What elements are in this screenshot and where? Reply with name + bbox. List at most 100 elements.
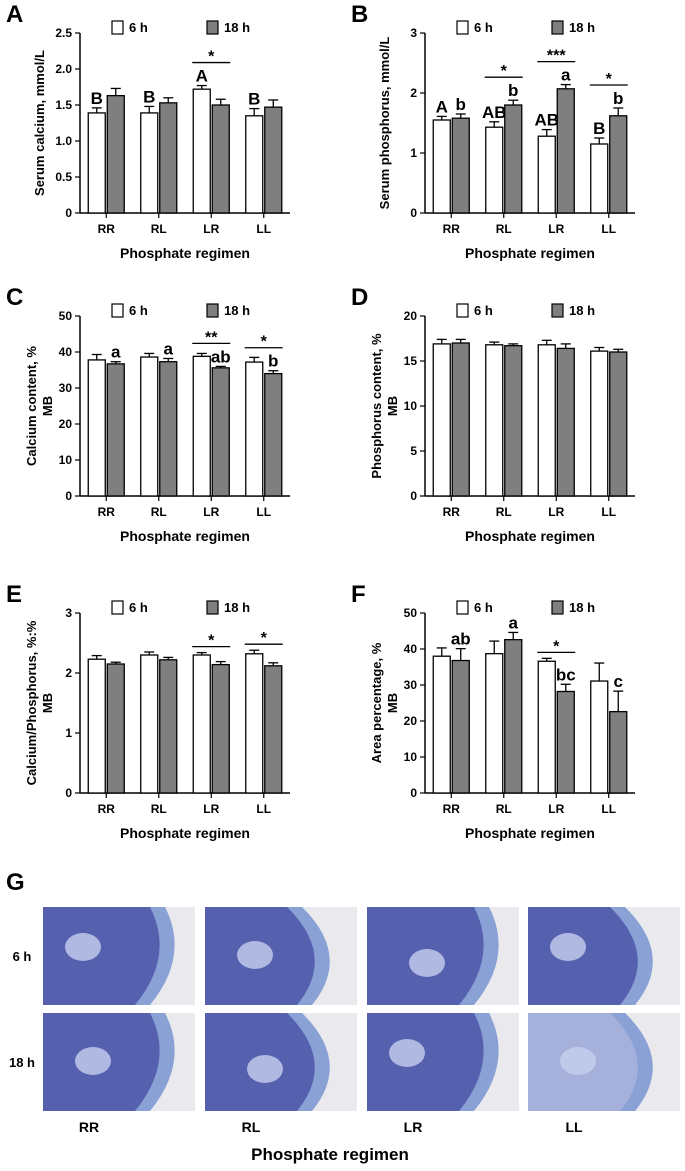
y-tick-label: 2 [410, 86, 417, 100]
legend-label: 18 h [569, 20, 595, 35]
bar [264, 665, 283, 794]
x-tick-label: RL [151, 802, 167, 816]
bar [87, 658, 106, 794]
legend-label: 18 h [569, 600, 595, 615]
y-axis-label: MB [385, 396, 400, 416]
row-label: 6 h [13, 949, 32, 964]
column-label: RR [79, 1119, 99, 1135]
micrograph-void [237, 941, 273, 969]
x-tick-label: LL [256, 802, 271, 816]
micrograph-void [65, 933, 101, 961]
x-tick-label: LL [256, 222, 271, 236]
significance-letter: b [268, 352, 278, 371]
legend-label: 18 h [569, 303, 595, 318]
y-axis-label: MB [40, 396, 55, 416]
significance-letter: B [248, 90, 260, 109]
column-label: RL [242, 1119, 261, 1135]
bar [609, 351, 628, 497]
significance-letter: B [593, 119, 605, 138]
x-tick-label: LL [601, 802, 616, 816]
x-tick-label: RL [151, 222, 167, 236]
legend-swatch [551, 20, 564, 35]
panel-label: A [6, 1, 23, 28]
panel-label: G [6, 869, 25, 896]
x-tick-label: RL [496, 802, 512, 816]
y-tick-label: 0 [410, 489, 417, 503]
legend-swatch [456, 20, 469, 35]
micrograph-tissue-dense [367, 1013, 484, 1111]
bar [192, 355, 211, 497]
micrograph-tissue-dense [43, 907, 160, 1005]
bar [485, 126, 504, 214]
y-tick-label: 0.5 [55, 170, 72, 184]
legend-swatch [206, 20, 219, 35]
y-tick-label: 3 [410, 26, 417, 40]
bar [211, 367, 230, 497]
legend-label: 6 h [474, 303, 493, 318]
x-tick-label: LR [203, 802, 219, 816]
bar [432, 119, 451, 214]
x-tick-label: RL [496, 505, 512, 519]
y-tick-label: 50 [59, 309, 73, 323]
legend-swatch [111, 303, 124, 318]
y-tick-label: 3 [65, 606, 72, 620]
row-label: 18 h [9, 1055, 35, 1070]
y-tick-label: 2 [65, 666, 72, 680]
y-tick-label: 40 [59, 345, 73, 359]
micrograph-void [560, 1047, 596, 1075]
column-label: LL [565, 1119, 583, 1135]
y-tick-label: 10 [59, 453, 73, 467]
bar [87, 112, 106, 214]
bar [556, 690, 575, 794]
y-tick-label: 1 [410, 146, 417, 160]
bar [609, 115, 628, 214]
significance-letter: ab [451, 630, 471, 649]
micrograph-tissue-dense [528, 907, 638, 1005]
x-axis-label: Phosphate regimen [465, 528, 595, 544]
bar [106, 94, 125, 214]
bar [485, 653, 504, 794]
significance-letter: ab [211, 347, 231, 366]
legend-label: 18 h [224, 600, 250, 615]
y-tick-label: 0 [65, 489, 72, 503]
y-tick-label: 40 [404, 642, 418, 656]
bar [245, 361, 264, 497]
x-tick-label: RR [443, 505, 461, 519]
x-axis-label: Phosphate regimen [120, 245, 250, 261]
significance-letter: a [509, 613, 519, 632]
bar [537, 135, 556, 214]
micrograph-void [75, 1047, 111, 1075]
legend-swatch [111, 20, 124, 35]
bar [451, 342, 470, 497]
x-tick-label: RR [98, 222, 116, 236]
x-tick-label: LR [203, 222, 219, 236]
significance-letter: c [614, 672, 623, 691]
x-tick-label: LR [203, 505, 219, 519]
x-tick-label: RR [443, 802, 461, 816]
bar [192, 654, 211, 794]
significance-letter: a [561, 66, 571, 85]
significance-stars: * [208, 633, 215, 650]
column-label: LR [404, 1119, 423, 1135]
y-tick-label: 10 [404, 750, 418, 764]
y-tick-label: 1.0 [55, 134, 72, 148]
y-tick-label: 15 [404, 354, 418, 368]
y-axis-label: MB [385, 693, 400, 713]
y-tick-label: 0 [410, 206, 417, 220]
legend-swatch [551, 303, 564, 318]
x-tick-label: LL [256, 505, 271, 519]
bar [245, 115, 264, 214]
legend-swatch [206, 303, 219, 318]
significance-letter: A [196, 67, 208, 86]
significance-stars: ** [205, 329, 218, 346]
significance-letter: b [613, 89, 623, 108]
bar [556, 88, 575, 214]
bar [451, 659, 470, 794]
panel-label: F [351, 581, 366, 608]
x-axis-label: Phosphate regimen [251, 1145, 409, 1164]
bar [192, 88, 211, 214]
y-tick-label: 30 [404, 678, 418, 692]
y-tick-label: 20 [59, 417, 73, 431]
micrograph-void [389, 1039, 425, 1067]
y-tick-label: 1.5 [55, 98, 72, 112]
